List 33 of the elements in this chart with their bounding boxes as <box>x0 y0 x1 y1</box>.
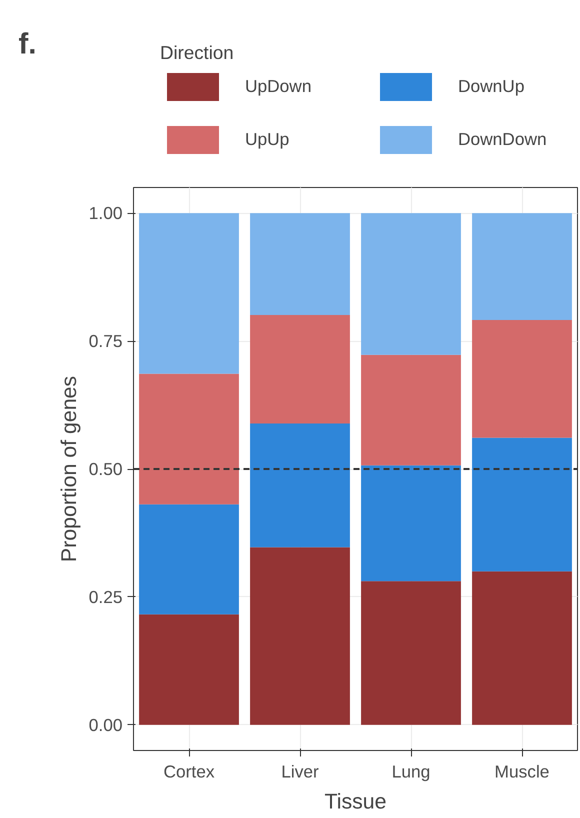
y-tick-label: 0.00 <box>88 714 123 735</box>
bar <box>139 213 239 374</box>
y-axis-title: Proportion of genes <box>56 376 81 562</box>
legend-label: DownDown <box>458 129 548 150</box>
legend-title: Direction <box>160 42 235 64</box>
text: f. <box>18 28 36 60</box>
legend-label: UpDown <box>245 76 312 97</box>
x-axis-title: Tissue <box>324 790 387 814</box>
bar <box>361 581 461 725</box>
x-tick-label: Lung <box>392 762 430 782</box>
bar <box>250 314 350 424</box>
y-tick-label: 0.25 <box>88 586 123 607</box>
x-tick-label: Cortex <box>163 762 215 782</box>
y-tick-label: 0.75 <box>88 331 123 352</box>
bar <box>250 423 350 548</box>
bar <box>250 547 350 725</box>
legend-label: UpUp <box>245 129 290 150</box>
bar <box>361 354 461 466</box>
bar <box>139 504 239 614</box>
x-tick-label: Muscle <box>494 762 550 782</box>
bar <box>139 614 239 725</box>
bar <box>472 438 572 572</box>
y-tick-label: 1.00 <box>88 203 123 224</box>
x-tick-label: Liver <box>281 762 320 782</box>
bar <box>472 213 572 320</box>
y-tick-label: 0.50 <box>88 459 123 479</box>
bar <box>250 213 350 315</box>
bar <box>472 571 572 725</box>
legend-label: DownUp <box>458 76 526 97</box>
bar <box>472 320 572 438</box>
bar <box>139 374 239 504</box>
bar <box>361 213 461 355</box>
bar <box>361 465 461 582</box>
